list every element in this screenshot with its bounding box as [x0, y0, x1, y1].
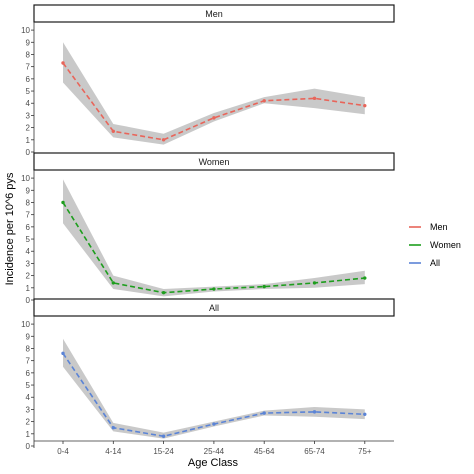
data-point-women [212, 287, 216, 291]
x-tick-label: 65-74 [304, 447, 325, 456]
y-tick-label: 6 [26, 369, 31, 378]
legend-label-men: Men [430, 222, 448, 232]
y-tick-label: 0 [26, 148, 31, 157]
data-point-all [363, 412, 367, 417]
y-tick-label: 5 [26, 87, 31, 96]
panel-all: All 0 1 2 3 4 5 6 7 8 9 10 [21, 298, 395, 451]
panel-women: Women 0 1 2 3 4 5 6 7 8 9 10 [21, 152, 395, 305]
x-tick-label: 0-4 [57, 447, 69, 456]
y-tick-label: 0 [26, 296, 31, 305]
y-tick-label: 8 [26, 344, 31, 353]
data-point-all [161, 434, 166, 438]
y-tick-label: 9 [26, 332, 31, 341]
legend: Men Women All [409, 222, 461, 268]
data-point-all [111, 426, 116, 430]
data-point-men [61, 61, 65, 65]
x-axis-title: Age Class [188, 457, 239, 469]
legend-label-women: Women [430, 240, 461, 250]
x-tick-label: 25-44 [204, 447, 225, 456]
y-tick-label: 2 [26, 124, 31, 133]
y-tick-label: 1 [26, 430, 31, 439]
y-tick-label: 10 [21, 174, 30, 183]
data-point-all [61, 351, 65, 356]
y-tick-label: 6 [26, 75, 31, 84]
data-point-women [363, 276, 367, 280]
y-tick-label: 4 [26, 393, 31, 402]
x-tick-label: 75+ [358, 447, 372, 456]
y-tick-label: 10 [21, 26, 30, 35]
confidence-ribbon [63, 42, 365, 145]
y-tick-label: 1 [26, 136, 31, 145]
y-axis-title: Incidence per 10^6 pys [4, 172, 16, 285]
y-tick-label: 6 [26, 223, 31, 232]
facet-strip-label: Men [205, 9, 223, 19]
data-point-women [312, 281, 317, 285]
x-tick-label: 45-64 [254, 447, 275, 456]
x-tick-label: 15-24 [153, 447, 174, 456]
data-point-all [262, 411, 266, 415]
y-tick-label: 9 [26, 186, 31, 195]
y-tick-label: 8 [26, 198, 31, 207]
data-point-men [161, 138, 166, 142]
legend-label-all: All [430, 258, 440, 268]
y-tick-label: 3 [26, 259, 31, 268]
facet-strip-label: Women [199, 157, 230, 167]
y-tick-label: 3 [26, 405, 31, 414]
data-point-women [61, 200, 65, 205]
y-tick-label: 5 [26, 381, 31, 390]
y-tick-label: 2 [26, 418, 31, 427]
y-tick-label: 1 [26, 284, 31, 293]
y-tick-label: 5 [26, 235, 31, 244]
y-tick-label: 3 [26, 111, 31, 120]
y-tick-label: 7 [26, 63, 31, 72]
x-tick-label: 4-14 [105, 447, 122, 456]
data-point-women [111, 281, 116, 285]
data-point-all [212, 422, 216, 426]
y-tick-label: 8 [26, 50, 31, 59]
y-tick-label: 4 [26, 99, 31, 108]
data-point-women [161, 290, 166, 295]
confidence-ribbon [63, 179, 365, 297]
y-tick-label: 4 [26, 247, 31, 256]
facet-strip [33, 298, 395, 317]
panel-men: Men 0 1 2 3 4 5 6 7 8 9 10 [21, 4, 395, 157]
facet-strip [33, 152, 395, 171]
data-point-women [262, 284, 266, 289]
x-axis: 0-4 4-14 15-24 25-44 45-64 65-74 75+ [34, 440, 394, 456]
y-tick-label: 2 [26, 272, 31, 281]
y-tick-label: 10 [21, 320, 30, 329]
data-point-men [212, 116, 216, 120]
facet-strip [33, 4, 395, 23]
data-point-men [262, 99, 266, 103]
confidence-ribbon [63, 338, 365, 439]
y-tick-label: 7 [26, 211, 31, 220]
y-tick-label: 0 [26, 442, 31, 451]
y-tick-label: 9 [26, 38, 31, 47]
data-point-all [312, 410, 317, 414]
data-point-men [111, 129, 116, 133]
facet-strip-label: All [209, 303, 219, 313]
facet-panels: Men 0 1 2 3 4 5 6 7 8 9 10 Women 0 1 2 3 4 5 6 7 8 9 10 All 0 1 2 3 4… [21, 4, 395, 456]
data-point-men [312, 96, 317, 101]
data-point-men [363, 103, 367, 108]
y-tick-label: 7 [26, 357, 31, 366]
